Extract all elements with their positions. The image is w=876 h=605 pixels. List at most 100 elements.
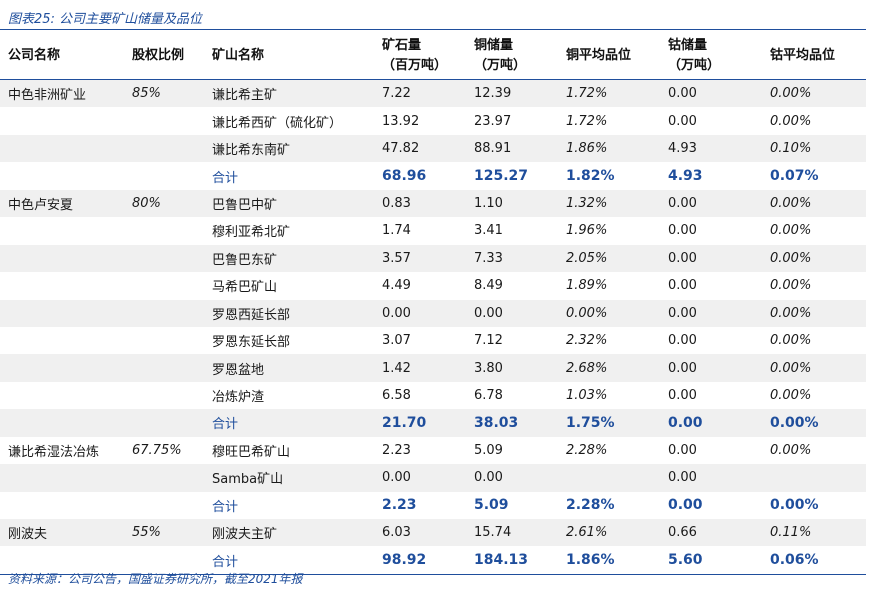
company-cell [0, 217, 124, 244]
mine-cell: 巴鲁巴东矿 [204, 244, 374, 273]
company-cell [0, 327, 124, 354]
header-mine: 矿山名称 [204, 32, 374, 80]
copper-grade-cell: 2.61% [558, 519, 660, 547]
cobalt-grade-cell: 0.00% [770, 442, 812, 458]
ore-cell: 0.00 [374, 299, 466, 327]
cobalt-grade-cell: 0.00% [762, 354, 866, 382]
cobalt-reserve-cell: 0.00 [668, 223, 697, 239]
copper-reserve-cell: 12.39 [466, 79, 558, 108]
company-cell: 中色卢安夏 [0, 189, 124, 218]
mine-cell: 罗恩东延长部 [212, 335, 291, 351]
table-row: 中色非洲矿业 85% 谦比希主矿 7.22 12.39 1.72% 0.00 0.00% [0, 79, 866, 108]
ore-cell: 2.23 [382, 497, 417, 514]
total-row: 合计 2.23 5.09 2.28% 0.00 0.00% [0, 492, 866, 519]
cobalt-reserve-cell: 0.00 [668, 278, 697, 294]
reserves-table: 公司名称 股权比例 矿山名称 矿石量 （百万吨） 铜储量 （万吨） 铜平均品位 钴储… [0, 32, 866, 575]
total-row: 合计 21.70 38.03 1.75% 0.00 0.00% [0, 409, 866, 437]
ore-cell: 1.74 [382, 223, 411, 239]
cobalt-reserve-cell: 0.00 [668, 388, 697, 404]
company-cell: 中色非洲矿业 [0, 79, 124, 108]
ore-cell: 13.92 [382, 113, 420, 129]
company-cell: 刚波夫 [0, 519, 124, 547]
stake-cell: 67.75% [132, 442, 182, 458]
cobalt-grade-cell: 0.00% [770, 113, 812, 129]
copper-grade-cell: 1.72% [566, 113, 608, 129]
copper-grade-cell: 0.00% [558, 299, 660, 327]
cobalt-reserve-cell: 0.00 [660, 409, 762, 437]
copper-grade-cell: 1.82% [566, 168, 615, 185]
copper-reserve-cell: 0.00 [466, 299, 558, 327]
copper-grade-cell: 1.86% [558, 546, 660, 575]
cobalt-reserve-cell: 0.00 [660, 299, 762, 327]
mine-cell: 罗恩西延长部 [204, 299, 374, 327]
table-row: Samba矿山 0.00 0.00 0.00 [0, 464, 866, 492]
ore-cell: 1.42 [374, 354, 466, 382]
company-cell [0, 299, 124, 327]
copper-reserve-cell: 5.09 [474, 497, 509, 514]
cobalt-reserve-cell: 0.00 [668, 497, 703, 514]
copper-reserve-cell: 88.91 [466, 134, 558, 163]
company-cell [0, 382, 124, 409]
stake-cell [124, 409, 204, 437]
cobalt-grade-cell: 0.00% [770, 278, 812, 294]
ore-cell: 68.96 [382, 168, 427, 185]
stake-cell [124, 217, 204, 244]
cobalt-grade-cell: 0.10% [762, 134, 866, 163]
stake-cell: 55% [124, 519, 204, 547]
source-note: 资料来源：公司公告，国盛证券研究所，截至2021年报 [8, 572, 303, 586]
copper-grade-cell: 1.32% [558, 189, 660, 218]
ore-cell: 47.82 [374, 134, 466, 163]
stake-cell [124, 382, 204, 409]
stake-cell [124, 244, 204, 273]
mine-cell: 穆利亚希北矿 [212, 225, 291, 241]
cobalt-reserve-cell: 0.00 [668, 113, 697, 129]
mine-cell: 合计 [212, 170, 239, 186]
top-rule [0, 29, 866, 30]
company-cell [0, 272, 124, 299]
stake-cell [124, 464, 204, 492]
copper-grade-cell: 1.75% [558, 409, 660, 437]
copper-reserve-cell: 1.10 [466, 189, 558, 218]
cobalt-grade-cell: 0.00% [770, 497, 819, 514]
stake-cell [124, 546, 204, 575]
copper-reserve-cell: 15.74 [466, 519, 558, 547]
ore-cell: 0.83 [374, 189, 466, 218]
total-row: 合计 68.96 125.27 1.82% 4.93 0.07% [0, 162, 866, 189]
copper-grade-cell: 1.89% [566, 278, 608, 294]
ore-cell: 0.00 [374, 464, 466, 492]
company-cell [0, 134, 124, 163]
cobalt-reserve-cell: 0.00 [668, 442, 697, 458]
ore-cell: 2.23 [382, 442, 411, 458]
cobalt-grade-cell: 0.00% [770, 333, 812, 349]
stake-cell [124, 327, 204, 354]
copper-grade-cell: 2.05% [558, 244, 660, 273]
table-row: 中色卢安夏 80% 巴鲁巴中矿 0.83 1.10 1.32% 0.00 0.00% [0, 189, 866, 218]
cobalt-grade-cell: 0.00% [762, 299, 866, 327]
mine-cell: 谦比希西矿（硫化矿） [212, 115, 343, 131]
cobalt-reserve-cell: 0.00 [660, 189, 762, 218]
cobalt-reserve-cell: 0.00 [660, 244, 762, 273]
copper-reserve-cell: 3.41 [474, 223, 503, 239]
header-company: 公司名称 [0, 32, 124, 80]
mine-cell: 合计 [204, 546, 374, 575]
stake-cell [124, 299, 204, 327]
company-cell: 谦比希湿法冶炼 [8, 444, 100, 460]
stake-cell [124, 107, 204, 134]
table-row: 罗恩东延长部 3.07 7.12 2.32% 0.00 0.00% [0, 327, 866, 354]
cobalt-grade-cell: 0.00% [770, 223, 812, 239]
ore-cell: 98.92 [374, 546, 466, 575]
figure-caption: 图表25: 公司主要矿山储量及品位 [8, 12, 203, 27]
cobalt-grade-cell: 0.07% [770, 168, 819, 185]
total-row: 合计 98.92 184.13 1.86% 5.60 0.06% [0, 546, 866, 575]
table-row: 罗恩盆地 1.42 3.80 2.68% 0.00 0.00% [0, 354, 866, 382]
mine-cell: 谦比希东南矿 [204, 134, 374, 163]
ore-cell: 4.49 [382, 278, 411, 294]
copper-grade-cell: 1.03% [566, 388, 608, 404]
cobalt-reserve-cell: 0.00 [660, 354, 762, 382]
cobalt-grade-cell: 0.11% [762, 519, 866, 547]
copper-reserve-cell: 5.09 [474, 442, 503, 458]
header-cobalt-reserve: 钴储量 （万吨） [660, 32, 762, 80]
copper-reserve-cell: 23.97 [474, 113, 512, 129]
table-row: 谦比希东南矿 47.82 88.91 1.86% 4.93 0.10% [0, 134, 866, 163]
cobalt-grade-cell: 0.00% [762, 79, 866, 108]
